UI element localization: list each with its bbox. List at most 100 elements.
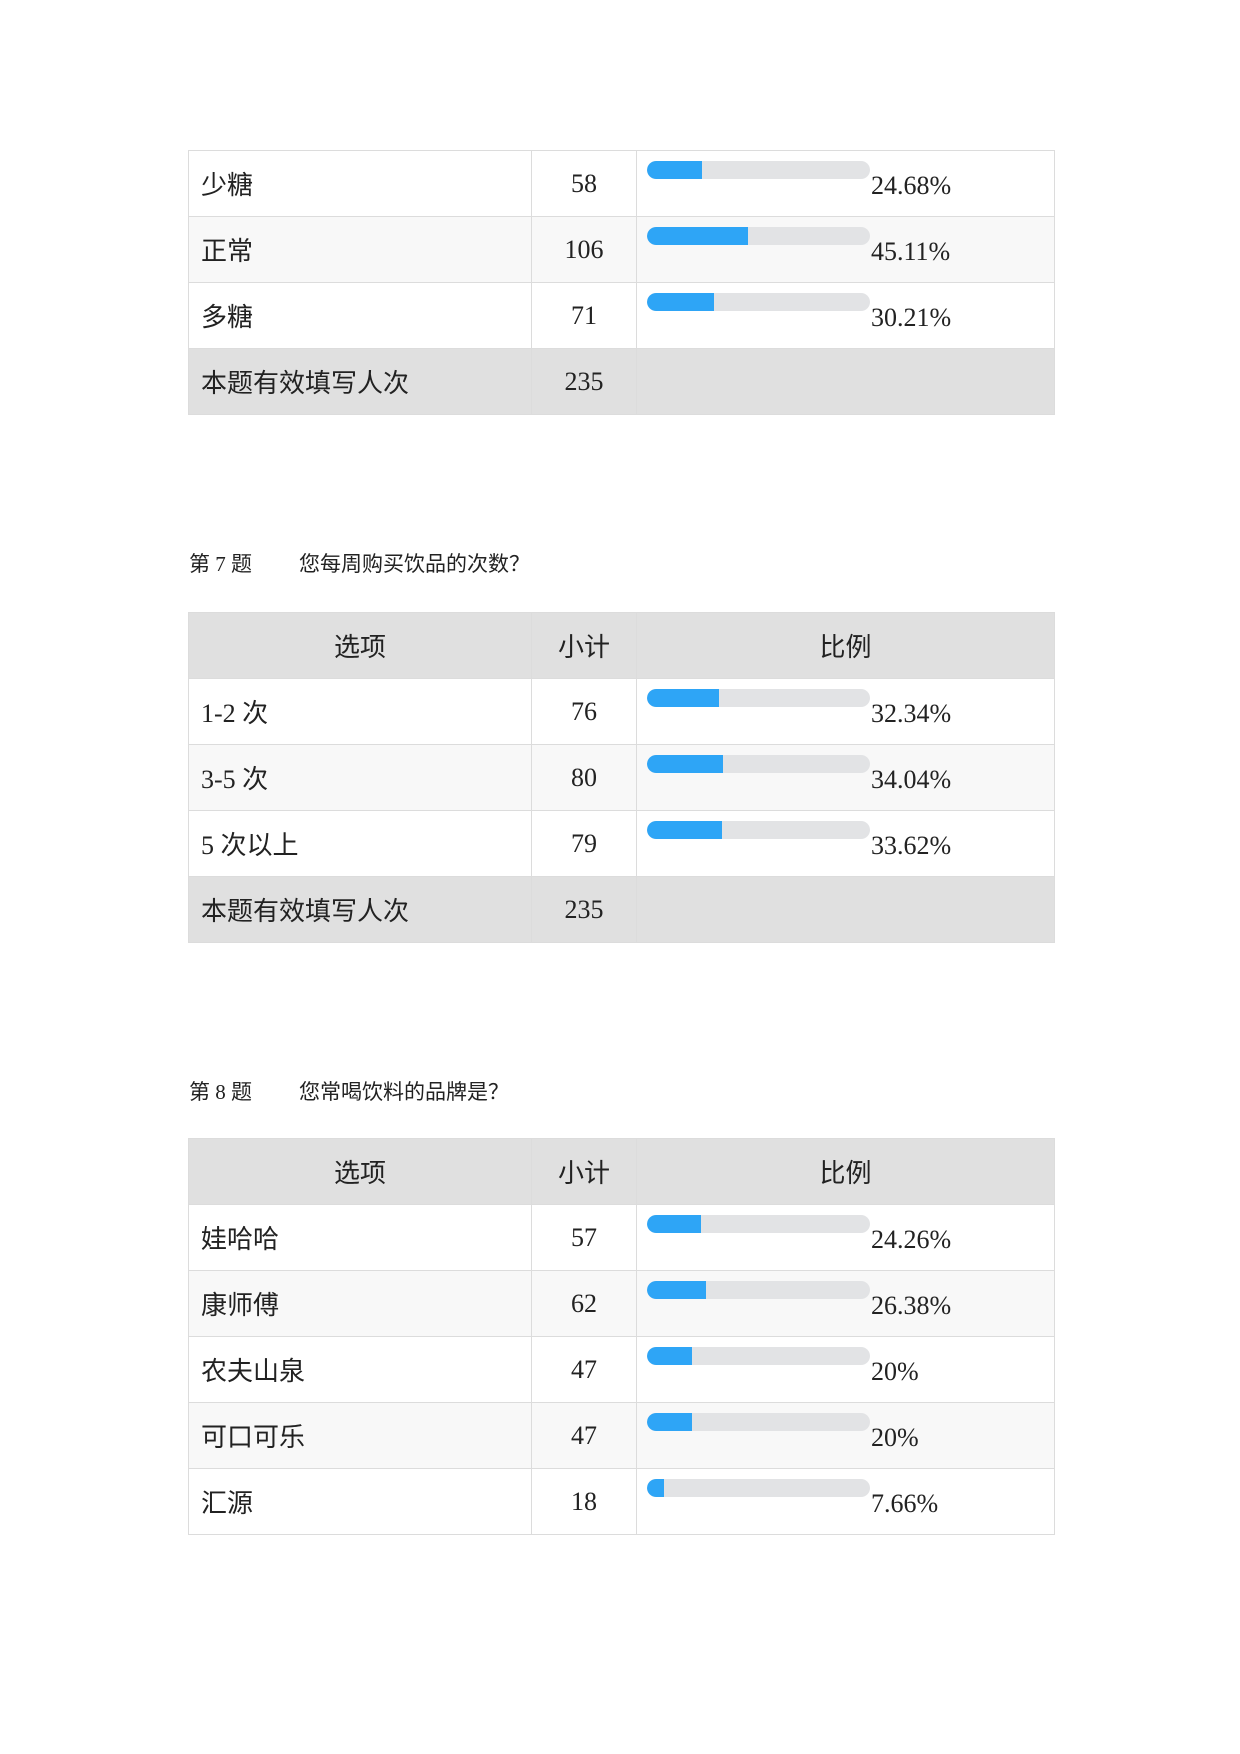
progress-bar	[647, 1479, 870, 1497]
option-count: 57	[531, 1204, 637, 1271]
progress-bar	[647, 227, 870, 245]
option-label: 娃哈哈	[188, 1204, 532, 1271]
option-ratio: 33.62%	[636, 810, 1055, 877]
option-label: 5 次以上	[188, 810, 532, 877]
table-row: 康师傅 62 26.38%	[188, 1270, 1055, 1337]
progress-bar	[647, 1413, 870, 1431]
option-label: 汇源	[188, 1468, 532, 1535]
option-label: 3-5 次	[188, 744, 532, 811]
option-ratio: 7.66%	[636, 1468, 1055, 1535]
progress-fill	[647, 227, 748, 245]
option-ratio: 24.26%	[636, 1204, 1055, 1271]
total-count: 235	[531, 348, 637, 415]
progress-bar	[647, 1347, 870, 1365]
option-count: 80	[531, 744, 637, 811]
option-percent: 7.66%	[871, 1489, 939, 1518]
progress-fill	[647, 1347, 692, 1365]
progress-fill	[647, 161, 703, 179]
option-percent: 45.11%	[871, 237, 951, 266]
progress-fill	[647, 689, 720, 707]
option-count: 47	[531, 1336, 637, 1403]
option-count: 58	[531, 150, 637, 217]
option-count: 76	[531, 678, 637, 745]
option-percent: 24.26%	[871, 1225, 952, 1254]
progress-bar	[647, 755, 870, 773]
option-ratio: 32.34%	[636, 678, 1055, 745]
q8-table: 选项 小计 比例 娃哈哈 57 24.26% 康师傅 62 26.38% 农夫山泉 47 20% 可口可…	[188, 1138, 1055, 1535]
header-ratio: 比例	[636, 1138, 1055, 1205]
progress-fill	[647, 1215, 702, 1233]
progress-fill	[647, 1281, 706, 1299]
table-header: 选项 小计 比例	[188, 612, 1055, 679]
option-ratio: 24.68%	[636, 150, 1055, 217]
progress-bar	[647, 689, 870, 707]
q7-table: 选项 小计 比例 1-2 次 76 32.34% 3-5 次 80 34.04% 5 次以上 79 3…	[188, 612, 1055, 943]
progress-fill	[647, 755, 723, 773]
total-row: 本题有效填写人次 235	[188, 876, 1055, 943]
table-row: 可口可乐 47 20%	[188, 1402, 1055, 1469]
progress-fill	[647, 293, 715, 311]
q8-title: 第 8 题 您常喝饮料的品牌是？	[189, 1076, 509, 1106]
progress-fill	[647, 821, 722, 839]
header-option: 选项	[188, 612, 532, 679]
option-label: 康师傅	[188, 1270, 532, 1337]
option-ratio: 45.11%	[636, 216, 1055, 283]
table-row: 少糖 58 24.68%	[188, 150, 1055, 217]
option-count: 71	[531, 282, 637, 349]
option-percent: 26.38%	[871, 1291, 952, 1320]
option-count: 47	[531, 1402, 637, 1469]
progress-fill	[647, 1413, 692, 1431]
option-label: 可口可乐	[188, 1402, 532, 1469]
option-percent: 20%	[871, 1357, 919, 1386]
option-count: 79	[531, 810, 637, 877]
progress-bar	[647, 1215, 870, 1233]
total-count: 235	[531, 876, 637, 943]
total-row: 本题有效填写人次 235	[188, 348, 1055, 415]
header-ratio: 比例	[636, 612, 1055, 679]
total-empty	[636, 876, 1055, 943]
option-percent: 32.34%	[871, 699, 952, 728]
option-ratio: 26.38%	[636, 1270, 1055, 1337]
table-header: 选项 小计 比例	[188, 1138, 1055, 1205]
table-row: 3-5 次 80 34.04%	[188, 744, 1055, 811]
q6-table: 少糖 58 24.68% 正常 106 45.11% 多糖 71 30.21% 本题有效填写人次 2…	[188, 150, 1055, 415]
progress-bar	[647, 293, 870, 311]
option-percent: 20%	[871, 1423, 919, 1452]
table-row: 多糖 71 30.21%	[188, 282, 1055, 349]
option-label: 正常	[188, 216, 532, 283]
option-percent: 30.21%	[871, 303, 952, 332]
table-row: 汇源 18 7.66%	[188, 1468, 1055, 1535]
option-percent: 24.68%	[871, 171, 952, 200]
header-count: 小计	[531, 1138, 637, 1205]
option-percent: 34.04%	[871, 765, 952, 794]
option-label: 1-2 次	[188, 678, 532, 745]
progress-bar	[647, 821, 870, 839]
option-label: 少糖	[188, 150, 532, 217]
table-row: 5 次以上 79 33.62%	[188, 810, 1055, 877]
q8-question: 您常喝饮料的品牌是？	[299, 1080, 509, 1104]
header-option: 选项	[188, 1138, 532, 1205]
progress-bar	[647, 161, 870, 179]
table-row: 农夫山泉 47 20%	[188, 1336, 1055, 1403]
option-ratio: 34.04%	[636, 744, 1055, 811]
total-label: 本题有效填写人次	[188, 348, 532, 415]
option-label: 农夫山泉	[188, 1336, 532, 1403]
header-count: 小计	[531, 612, 637, 679]
option-ratio: 20%	[636, 1336, 1055, 1403]
option-percent: 33.62%	[871, 831, 952, 860]
option-count: 18	[531, 1468, 637, 1535]
table-row: 1-2 次 76 32.34%	[188, 678, 1055, 745]
total-empty	[636, 348, 1055, 415]
table-row: 正常 106 45.11%	[188, 216, 1055, 283]
progress-fill	[647, 1479, 665, 1497]
q7-title: 第 7 题 您每周购买饮品的次数？	[189, 548, 530, 578]
option-label: 多糖	[188, 282, 532, 349]
option-count: 62	[531, 1270, 637, 1337]
total-label: 本题有效填写人次	[188, 876, 532, 943]
table-row: 娃哈哈 57 24.26%	[188, 1204, 1055, 1271]
q7-question: 您每周购买饮品的次数？	[299, 552, 530, 576]
q8-number: 第 8 题	[189, 1080, 252, 1104]
q7-number: 第 7 题	[189, 552, 252, 576]
option-ratio: 30.21%	[636, 282, 1055, 349]
option-ratio: 20%	[636, 1402, 1055, 1469]
